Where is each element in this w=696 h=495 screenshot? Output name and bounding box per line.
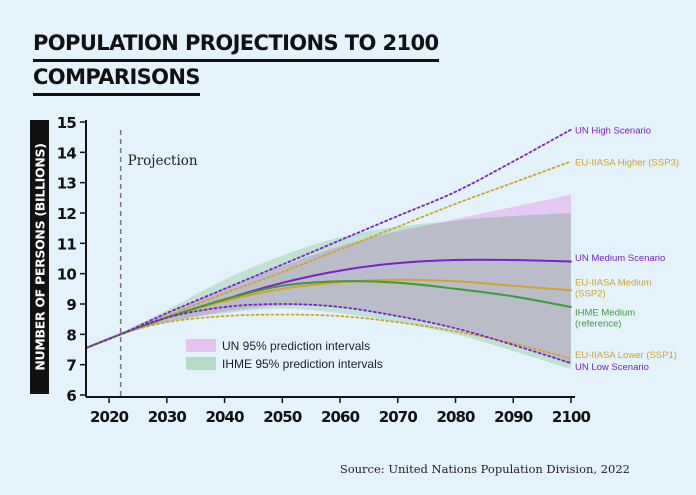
y-tick-label: 14	[57, 144, 77, 162]
series-line-un-low-scenario	[85, 303, 572, 364]
series-end-label: UN Low Scenario	[575, 362, 649, 373]
y-tick-label: 13	[57, 175, 77, 193]
chart-title-line-1: POPULATION PROJECTIONS TO 2100	[33, 28, 439, 62]
y-tick-label: 11	[57, 235, 77, 253]
y-tick-label: 8	[66, 326, 76, 344]
y-tick-label: 15	[57, 114, 77, 132]
series-end-label: EU-IIASA Medium	[575, 277, 652, 288]
series-end-label: EU-IIASA Lower (SSP1)	[575, 350, 677, 361]
legend-label: IHME 95% prediction intervals	[222, 357, 383, 371]
legend-label: UN 95% prediction intervals	[222, 339, 370, 353]
y-tick-label: 12	[57, 205, 77, 223]
x-tick-label: 2090	[494, 408, 533, 426]
series-line-eu-iiasa-lower-ssp1	[85, 313, 572, 360]
series-end-label: EU-IIASA Higher (SSP3)	[575, 157, 679, 168]
y-axis-label-box: NUMBER OF PERSONS (BILLIONS)	[30, 120, 49, 394]
series-end-label: UN High Scenario	[575, 126, 651, 137]
source-note: Source: United Nations Population Divisi…	[339, 462, 630, 476]
x-tick-label: 2050	[263, 408, 302, 426]
x-tick-label: 2080	[436, 408, 475, 426]
series-end-label: UN Medium Scenario	[575, 253, 665, 264]
series-line-un-high-scenario	[85, 128, 572, 349]
series-end-label: IHME Medium	[575, 308, 635, 319]
series-end-label: (reference)	[575, 319, 621, 330]
y-tick-label: 10	[57, 266, 77, 284]
y-tick-label: 9	[66, 296, 76, 314]
x-tick-label: 2070	[379, 408, 418, 426]
x-tick-label: 2030	[148, 408, 187, 426]
y-tick-label: 6	[66, 387, 76, 405]
series-end-label: (SSP2)	[575, 288, 606, 299]
x-tick-label: 2060	[321, 408, 360, 426]
legend-swatch	[186, 357, 216, 370]
chart-title: POPULATION PROJECTIONS TO 2100 COMPARISO…	[33, 28, 439, 96]
x-tick-label: 2100	[552, 408, 591, 426]
x-tick-label: 2020	[90, 408, 129, 426]
projection-label: Projection	[128, 153, 198, 169]
legend-swatch	[186, 339, 216, 352]
y-tick-label: 7	[66, 357, 76, 375]
x-tick-label: 2040	[205, 408, 244, 426]
chart-title-line-2: COMPARISONS	[33, 62, 201, 96]
